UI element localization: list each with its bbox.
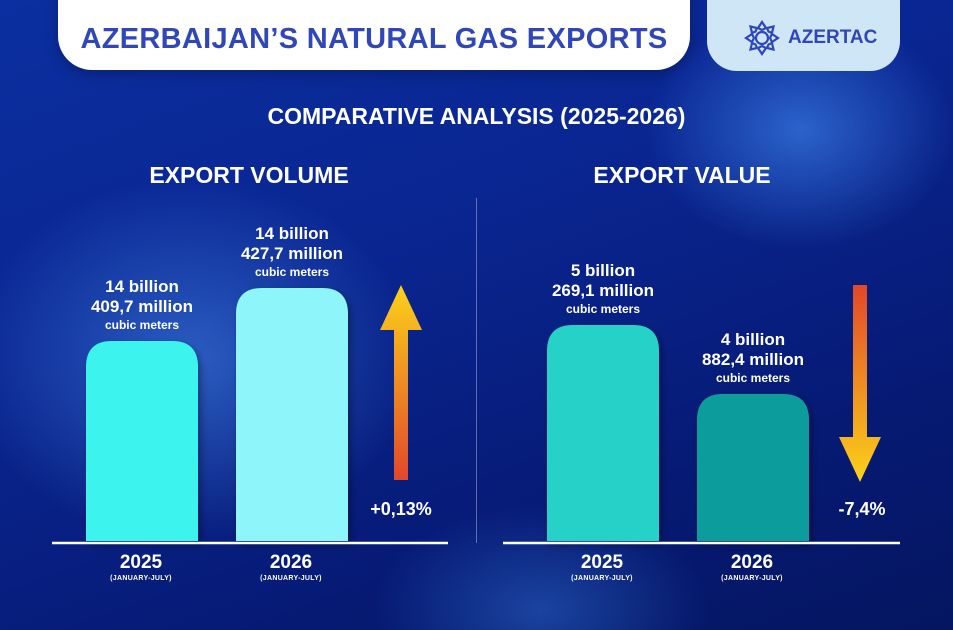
bar-label-unit: cubic meters: [104, 318, 180, 332]
category-period: (JANUARY-JULY): [110, 575, 172, 582]
page-title: AZERBAIJAN’S NATURAL GAS EXPORTS: [80, 23, 668, 55]
category-year: 2025: [119, 552, 163, 573]
category-period: (JANUARY-JULY): [721, 575, 783, 582]
title-banner: AZERBAIJAN’S NATURAL GAS EXPORTS: [58, 0, 690, 70]
bar-label-unit: cubic meters: [565, 302, 641, 316]
bar-data-label: 4 billion 882,4 million cubic meters: [678, 330, 828, 387]
bar-label-millions: 409,7 million: [90, 297, 194, 316]
logo-text: AZERTAC: [788, 27, 878, 48]
bar-label-billions: 4 billion: [720, 330, 786, 349]
bar-label-millions: 427,7 million: [240, 244, 344, 263]
bar-data-label: 14 billion 409,7 million cubic meters: [67, 277, 217, 334]
azertac-emblem-icon: [744, 20, 780, 56]
volume-change-percent: +0,13%: [370, 499, 432, 519]
bar-label-billions: 14 billion: [255, 224, 329, 243]
bar-2026: [236, 288, 348, 541]
category-label: 2025 (JANUARY-JULY): [537, 552, 667, 584]
bar-label-billions: 5 billion: [570, 261, 636, 280]
bar-2025: [86, 341, 198, 541]
bar-label-unit: cubic meters: [715, 371, 791, 385]
chart-subtitle: COMPARATIVE ANALYSIS (2025-2026): [267, 103, 686, 129]
category-label: 2026 (JANUARY-JULY): [687, 552, 817, 584]
trend-down-arrow-icon: [839, 285, 881, 482]
bar-label-millions: 882,4 million: [701, 350, 805, 369]
value-change-percent: -7,4%: [838, 499, 886, 519]
trend-up-arrow-icon: [380, 285, 422, 480]
logo-banner: AZERTAC: [707, 0, 900, 71]
bar-data-label: 5 billion 269,1 million cubic meters: [528, 261, 678, 318]
bar-2025: [547, 325, 659, 541]
category-label: 2026 (JANUARY-JULY): [226, 552, 356, 584]
bar-data-label: 14 billion 427,7 million cubic meters: [217, 224, 367, 281]
bar-label-unit: cubic meters: [254, 265, 330, 279]
value-chart-title: EXPORT VALUE: [593, 162, 771, 188]
volume-chart-title: EXPORT VOLUME: [149, 162, 349, 188]
bar-label-millions: 269,1 million: [551, 281, 655, 300]
panel-divider: [476, 198, 477, 543]
bar-label-billions: 14 billion: [105, 277, 179, 296]
bar-2026: [697, 394, 809, 541]
category-year: 2026: [269, 552, 313, 573]
category-year: 2025: [580, 552, 624, 573]
category-period: (JANUARY-JULY): [571, 575, 633, 582]
category-label: 2025 (JANUARY-JULY): [76, 552, 206, 584]
category-period: (JANUARY-JULY): [260, 575, 322, 582]
category-year: 2026: [730, 552, 774, 573]
